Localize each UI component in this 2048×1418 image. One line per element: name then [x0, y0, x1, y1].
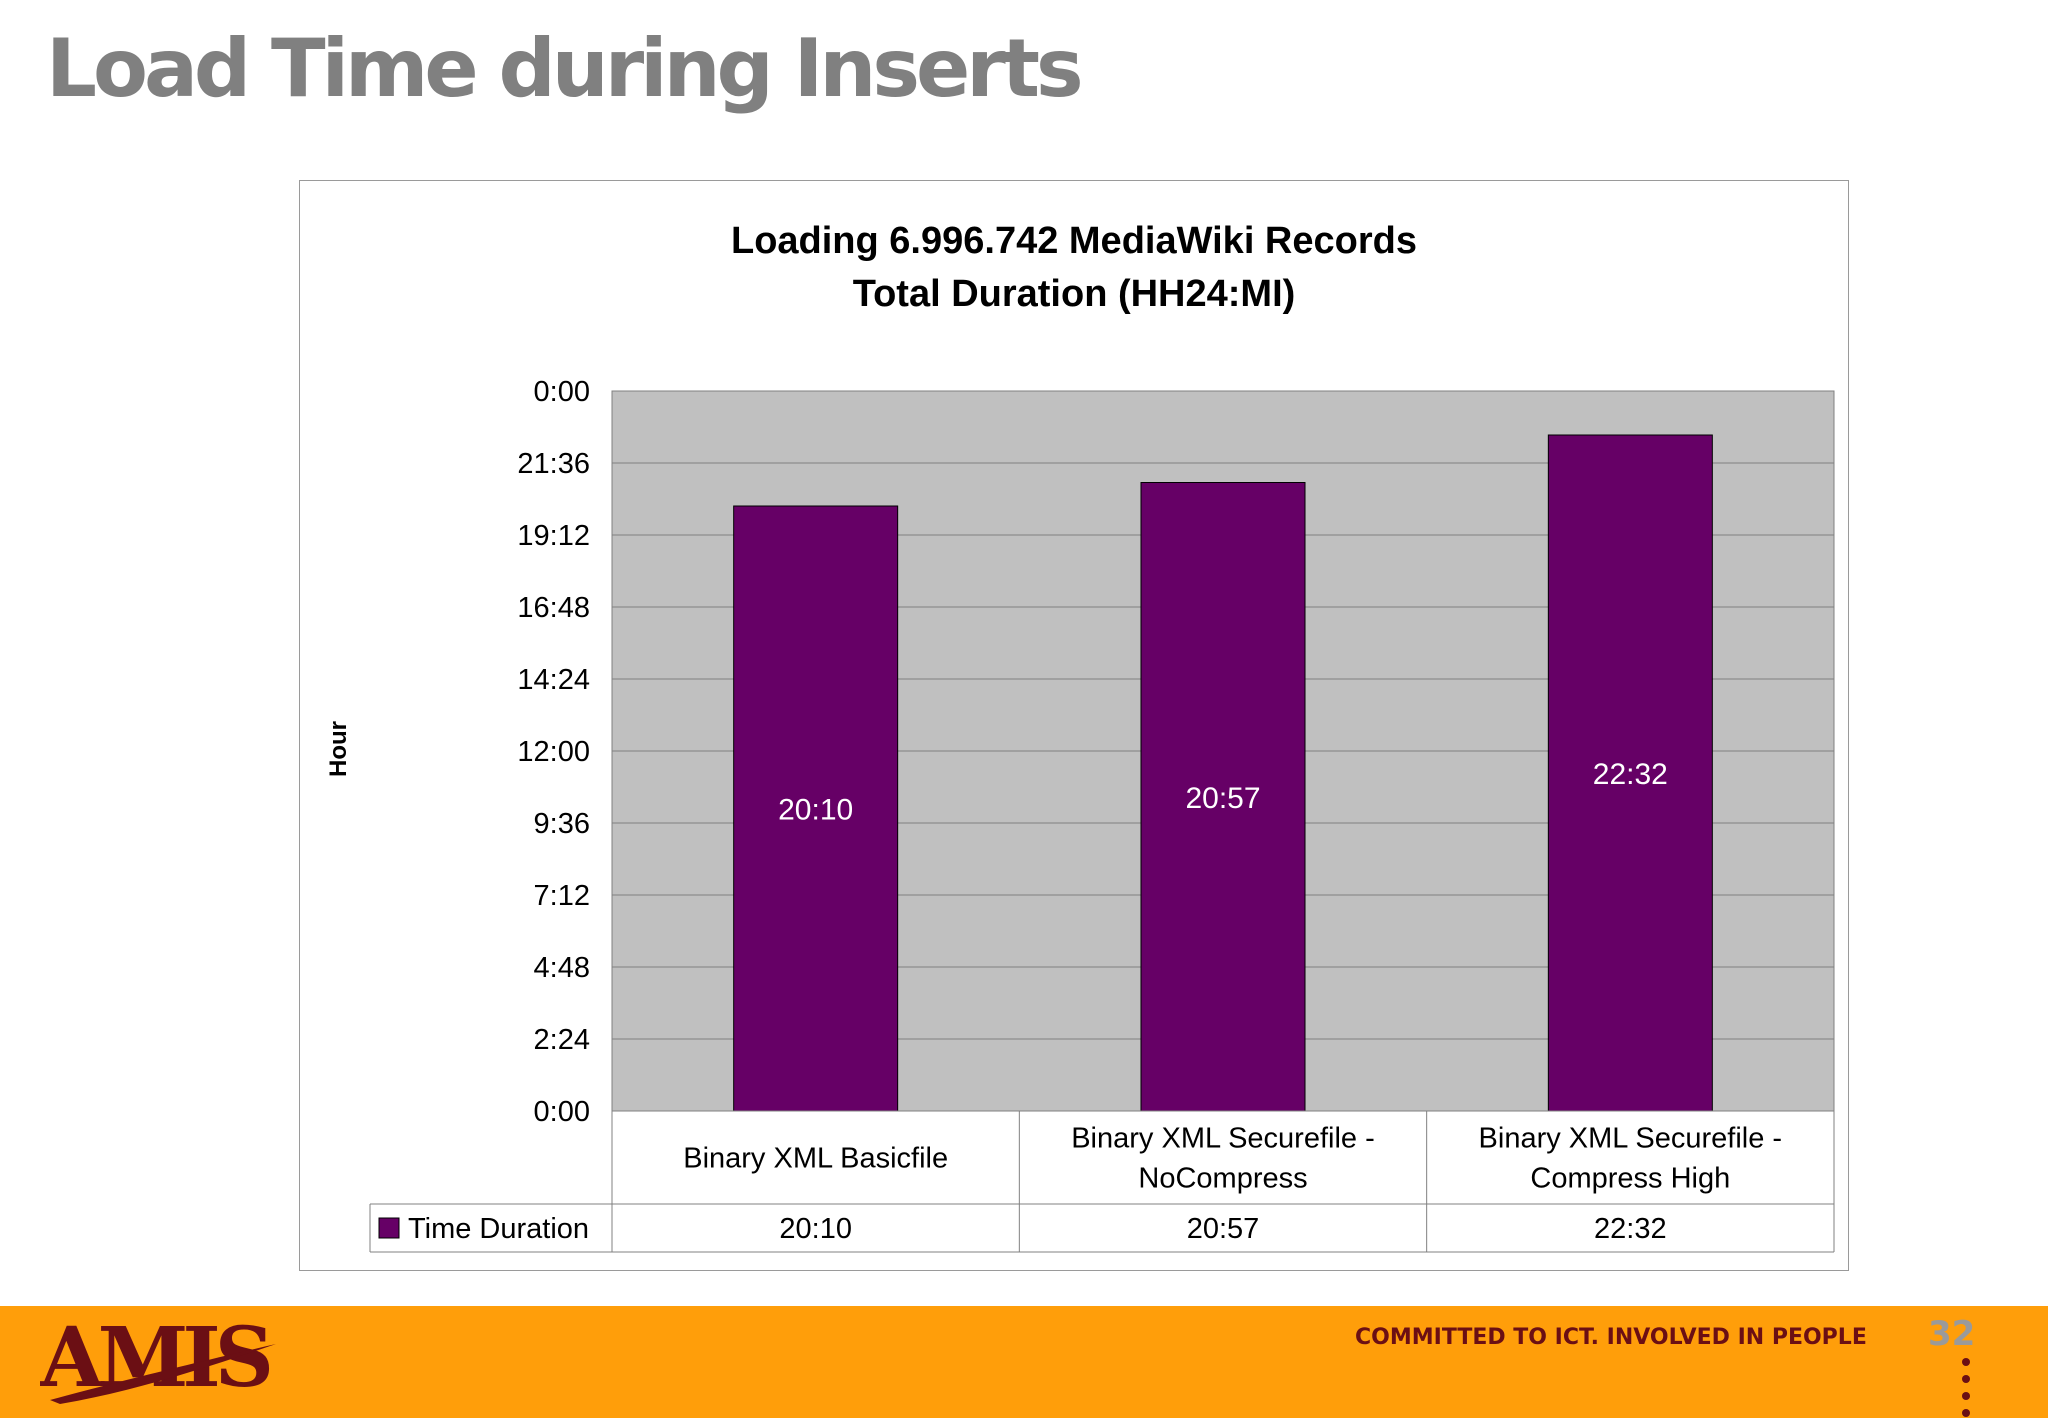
footer-tagline: COMMITTED TO ICT. INVOLVED IN PEOPLE	[1355, 1325, 1867, 1350]
bar-value-label: 22:32	[1593, 758, 1668, 791]
y-tick-label: 9:36	[534, 808, 590, 840]
bar	[1140, 482, 1306, 1112]
legend-label: Time Duration	[408, 1213, 589, 1245]
bar-value-label: 20:57	[1185, 782, 1260, 815]
y-tick-label: 14:24	[517, 664, 590, 696]
chart-subtitle: Total Duration (HH24:MI)	[853, 273, 1296, 315]
y-tick-label: 21:36	[517, 448, 590, 480]
page-number: 32	[1928, 1314, 1976, 1354]
chart-frame: Loading 6.996.742 MediaWiki Records Total…	[299, 180, 1849, 1271]
category-label: Binary XML Securefile -	[1479, 1123, 1783, 1155]
category-label: Compress High	[1530, 1163, 1730, 1195]
bar-value-label: 20:10	[778, 794, 853, 827]
y-tick-label: 0:00	[534, 1096, 590, 1128]
y-tick-label: 7:12	[534, 880, 590, 912]
chart-title: Loading 6.996.742 MediaWiki Records	[731, 220, 1417, 262]
category-label: Binary XML Basicfile	[683, 1143, 948, 1175]
y-tick-label: 16:48	[517, 592, 590, 624]
logo-text: AMIS	[40, 1314, 270, 1406]
y-axis-label: Hour	[325, 721, 352, 777]
bar-chart: Loading 6.996.742 MediaWiki Records Total…	[325, 220, 1835, 1253]
slide-title: Load Time during Inserts	[46, 22, 1084, 115]
y-tick-label: 12:00	[517, 736, 590, 768]
y-tick-label: 2:24	[534, 1024, 590, 1056]
dots-decoration	[1962, 1358, 1970, 1417]
bar	[733, 505, 899, 1112]
legend-swatch	[378, 1217, 400, 1239]
category-label: Binary XML Securefile -	[1071, 1123, 1375, 1155]
bar	[1547, 434, 1713, 1112]
y-tick-label: 19:12	[517, 520, 590, 552]
y-tick-label: 0:00	[534, 376, 590, 408]
footer-bar	[0, 1306, 2048, 1418]
y-tick-label: 4:48	[534, 952, 590, 984]
data-table-value: 20:10	[779, 1213, 852, 1245]
amis-logo: AMIS	[40, 1314, 276, 1406]
category-label: NoCompress	[1138, 1163, 1307, 1195]
data-table-value: 22:32	[1594, 1213, 1667, 1245]
data-table-value: 20:57	[1187, 1213, 1260, 1245]
